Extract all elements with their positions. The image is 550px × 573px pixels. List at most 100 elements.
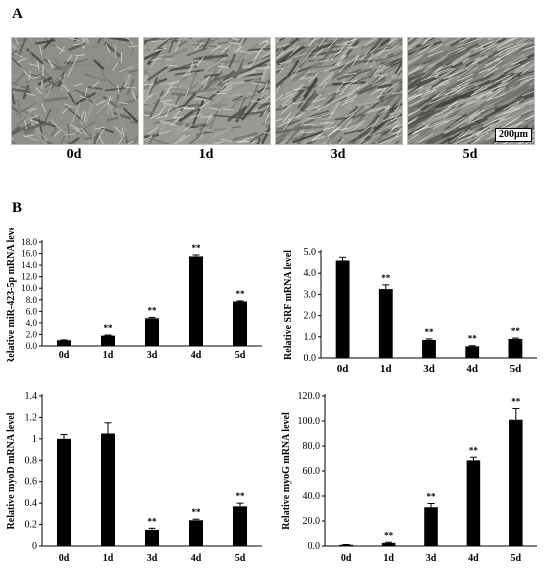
micrograph-label-5d: 5d (462, 147, 478, 162)
significance-mark-3d: ** (427, 492, 437, 502)
category-label-1d: 1d (103, 553, 114, 564)
y-tick-label: 60.0 (303, 466, 321, 477)
y-tick-label: 120.0 (298, 391, 321, 402)
y-tick-label: 40.0 (303, 491, 321, 502)
y-tick-label: 5.0 (304, 247, 317, 258)
chart-myod: 0 0.2 0.4 0.6 0.8 1 1.2 1.4 Relative myoD mRNA l… (0, 386, 270, 571)
category-label-3d: 3d (423, 363, 435, 375)
bar-1d (101, 335, 115, 346)
category-label-4d: 4d (191, 350, 202, 361)
chart-srf: 0.0 1.0 2.0 3.0 4.0 5.0 Relative SRF mRNA leve… (275, 240, 545, 378)
micrograph-label-0d: 0d (66, 147, 82, 162)
significance-mark-5d: ** (511, 326, 521, 336)
category-label-1d: 1d (380, 363, 392, 375)
y-tick-label: 0.0 (26, 341, 38, 351)
category-label-0d: 0d (337, 363, 349, 375)
chart-myog: 0.0 20.0 40.0 60.0 80.0 100.0 120.0 Relative my… (275, 386, 545, 571)
category-label-0d: 0d (59, 350, 70, 361)
category-label-5d: 5d (235, 350, 246, 361)
bar-0d (339, 544, 353, 546)
y-axis-label: Relative SRF mRNA level (283, 250, 294, 360)
significance-mark-3d: ** (148, 516, 158, 526)
y-tick-label: 16.0 (21, 249, 37, 259)
y-tick-label: 6.0 (26, 306, 38, 316)
category-label-4d: 4d (468, 553, 479, 564)
micrograph-1d (143, 37, 271, 145)
micrograph-5d: 200μm (407, 37, 535, 145)
bar-0d (57, 438, 71, 546)
micrograph-label-1d: 1d (198, 147, 214, 162)
bar-4d (465, 346, 480, 358)
significance-mark-4d: ** (468, 334, 478, 344)
bar-3d (424, 507, 438, 546)
y-tick-label: 3.0 (304, 289, 317, 300)
y-tick-label: 0.8 (25, 455, 38, 466)
y-tick-label: 1.0 (304, 332, 317, 343)
bar-4d (189, 520, 203, 546)
category-label-0d: 0d (59, 553, 70, 564)
category-label-1d: 1d (103, 350, 114, 361)
y-tick-label: 20.0 (303, 516, 321, 527)
bar-3d (422, 339, 436, 358)
category-label-5d: 5d (510, 363, 522, 375)
y-tick-label: 10.0 (21, 283, 37, 293)
y-tick-label: 18.0 (21, 237, 37, 247)
category-label-3d: 3d (147, 553, 158, 564)
y-tick-label: 100.0 (298, 416, 321, 427)
y-axis-label: Relative myoD mRNA level (6, 412, 17, 529)
y-tick-label: 0.0 (308, 541, 321, 552)
category-label-5d: 5d (235, 553, 246, 564)
micrograph-0d (11, 37, 139, 145)
bar-5d (233, 506, 247, 546)
micrograph-label-3d: 3d (330, 147, 346, 162)
y-tick-label: 0.6 (25, 477, 38, 488)
significance-mark-1d: ** (381, 273, 391, 283)
y-tick-label: 1.2 (25, 412, 38, 423)
bar-1d (381, 542, 396, 546)
y-tick-label: 0 (32, 541, 37, 552)
significance-mark-1d: ** (104, 323, 114, 333)
bar-1d (378, 289, 393, 358)
y-tick-label: 0.0 (304, 353, 317, 364)
significance-mark-5d: ** (236, 289, 246, 299)
significance-mark-4d: ** (192, 243, 202, 253)
significance-mark-3d: ** (425, 327, 435, 337)
bar-3d (145, 529, 159, 546)
y-tick-label: 4.0 (26, 318, 38, 328)
significance-mark-4d: ** (469, 445, 479, 455)
bar-4d (466, 460, 481, 546)
y-tick-label: 0.4 (25, 498, 38, 509)
category-label-1d: 1d (383, 553, 394, 564)
category-label-4d: 4d (191, 553, 202, 564)
y-tick-label: 2.0 (26, 329, 38, 339)
category-label-0d: 0d (341, 553, 352, 564)
category-label-5d: 5d (511, 553, 522, 564)
significance-mark-5d: ** (511, 397, 521, 407)
y-tick-label: 0.2 (25, 520, 38, 531)
y-tick-label: 80.0 (303, 441, 321, 452)
y-tick-label: 1.4 (25, 391, 38, 402)
bar-3d (145, 318, 159, 346)
chart-mir423: 0.0 2.0 4.0 6.0 8.0 10.0 12.0 14.0 16.0 18.0 Relat… (0, 228, 270, 362)
scale-bar-label: 200μm (495, 128, 532, 142)
panel-a-label: A (12, 6, 23, 22)
panel-b-label: B (12, 200, 23, 216)
category-label-3d: 3d (426, 553, 437, 564)
category-label-4d: 4d (466, 363, 478, 375)
y-tick-label: 4.0 (304, 268, 317, 279)
y-tick-label: 1 (32, 434, 37, 445)
y-tick-label: 14.0 (21, 260, 37, 270)
bar-5d (508, 338, 523, 358)
significance-mark-3d: ** (148, 305, 158, 315)
significance-mark-5d: ** (236, 491, 246, 501)
y-axis-label: Relative myoG mRNA level (281, 412, 292, 530)
bar-4d (189, 256, 203, 346)
bar-0d (335, 260, 350, 358)
bar-0d (57, 340, 71, 346)
y-tick-label: 2.0 (304, 311, 317, 322)
category-label-3d: 3d (147, 350, 158, 361)
y-tick-label: 8.0 (26, 295, 38, 305)
micrograph-3d (275, 37, 403, 145)
significance-mark-1d: ** (384, 530, 394, 540)
significance-mark-4d: ** (192, 507, 202, 517)
